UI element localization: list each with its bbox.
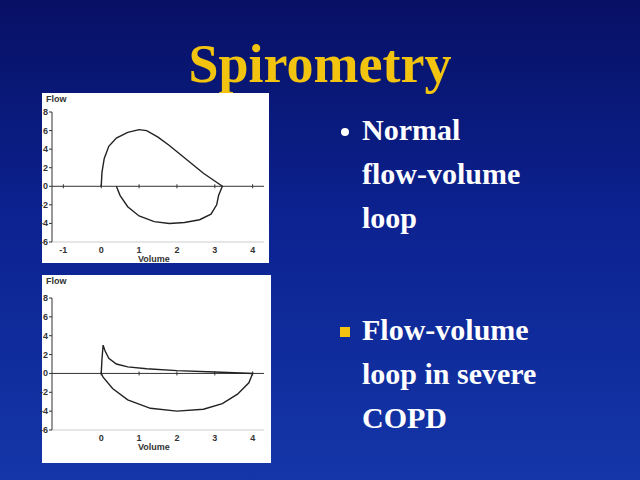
bullet-marker (340, 327, 350, 337)
y-tick (49, 149, 52, 150)
y-tick-label: -4 (40, 406, 48, 416)
y-tick (49, 186, 52, 187)
y-tick (49, 167, 52, 168)
chart-background (42, 93, 269, 263)
slide: Spirometry Normal flow-volume loop Flow-volu… (0, 0, 640, 480)
chart-background (42, 275, 271, 463)
y-tick-label: 0 (43, 181, 48, 191)
x-tick-label: 2 (174, 245, 179, 255)
x-tick-label: 4 (250, 433, 255, 443)
bullet-text: Normal (362, 113, 460, 146)
bullet-text: COPD (362, 401, 447, 434)
y-tick-label: 4 (43, 144, 48, 154)
x-tick-label: 4 (250, 245, 255, 255)
x-axis-label: Volume (138, 254, 170, 264)
plot-area (101, 345, 252, 411)
y-tick (49, 354, 52, 355)
y-tick-label: 4 (43, 331, 48, 341)
bullet-marker (341, 128, 349, 136)
y-tick (49, 392, 52, 393)
y-axis (52, 112, 53, 242)
x-tick-label: 3 (212, 245, 217, 255)
y-tick (49, 130, 52, 131)
y-tick-label: 8 (43, 107, 48, 117)
x-tick-label: 0 (99, 433, 104, 443)
y-tick (49, 411, 52, 412)
y-tick-label: -6 (40, 237, 48, 247)
bullet-text: loop in severe (362, 357, 536, 390)
flow-volume-curve (101, 345, 252, 411)
x-tick (252, 184, 253, 188)
y-tick-label: -6 (40, 425, 48, 435)
y-tick-label: 2 (43, 163, 48, 173)
plot-area (101, 130, 222, 224)
y-tick-label: 0 (43, 368, 48, 378)
y-axis-label: Flow (46, 276, 67, 286)
chart: -6-4-202468-101234FlowVolume (40, 93, 269, 264)
x-tick (63, 184, 64, 188)
bullet-text: flow-volume (362, 157, 520, 190)
x-tick (139, 371, 140, 375)
y-tick-label: -2 (40, 200, 48, 210)
x-tick-label: 2 (174, 433, 179, 443)
y-tick (49, 373, 52, 374)
y-tick (49, 335, 52, 336)
x-tick-label: -1 (59, 245, 67, 255)
chart: -6-4-20246801234FlowVolume (40, 275, 271, 463)
y-tick (49, 223, 52, 224)
y-tick (49, 316, 52, 317)
slide-title: Spirometry (189, 34, 452, 94)
y-axis (52, 298, 53, 430)
y-axis-label: Flow (46, 94, 67, 104)
bullet-text: loop (362, 201, 417, 234)
y-tick-label: 6 (43, 312, 48, 322)
y-tick-label: 2 (43, 350, 48, 360)
x-axis (52, 430, 264, 431)
y-tick (49, 430, 52, 431)
x-tick (176, 371, 177, 375)
x-axis (52, 242, 264, 243)
y-tick (49, 112, 52, 113)
y-tick-label: -4 (40, 218, 48, 228)
x-tick (214, 184, 215, 188)
y-tick-label: 6 (43, 126, 48, 136)
x-tick (176, 184, 177, 188)
y-tick-label: -2 (40, 387, 48, 397)
x-tick (139, 184, 140, 188)
y-tick (49, 298, 52, 299)
x-axis-label: Volume (138, 442, 170, 452)
flow-volume-curve (101, 130, 222, 224)
x-tick-label: 0 (99, 245, 104, 255)
zero-line (52, 186, 264, 187)
y-tick (49, 204, 52, 205)
y-tick-label: 8 (43, 293, 48, 303)
y-tick (49, 242, 52, 243)
x-tick-label: 3 (212, 433, 217, 443)
bullet-text: Flow-volume (362, 313, 529, 346)
